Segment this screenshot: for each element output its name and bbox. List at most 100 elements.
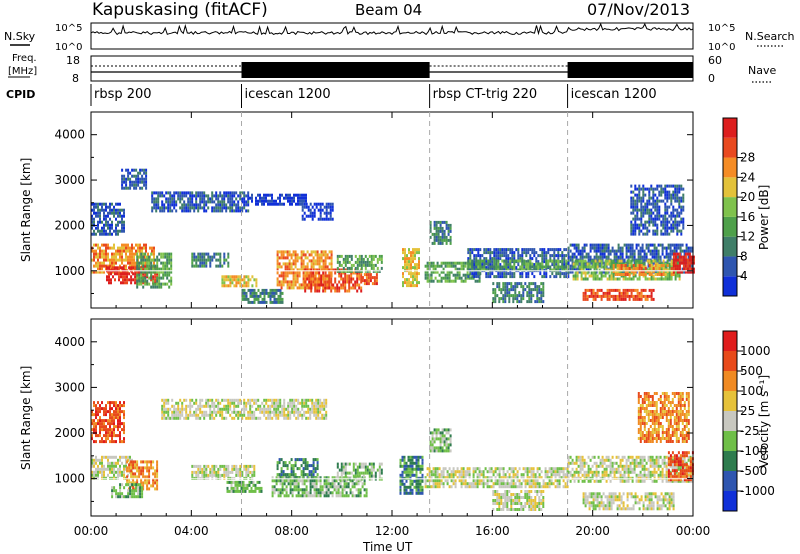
freq-label-line1: Freq. <box>12 53 37 64</box>
scatter-region <box>637 392 690 443</box>
colorbar-swatch <box>723 236 737 257</box>
scatter-region <box>226 480 263 493</box>
x-tick-label: 20:00 <box>575 524 610 538</box>
noise-tick-top-right: 10^5 <box>708 23 735 34</box>
colorbar-frame <box>722 330 738 512</box>
noise-tick-top-left: 10^5 <box>55 23 82 34</box>
nave-tick-bottom: 0 <box>708 72 715 85</box>
colorbar-tick-label: 24 <box>740 170 755 184</box>
velocity-y-label: Slant Range [km] <box>19 366 33 470</box>
colorbar-swatch <box>723 118 737 138</box>
scatter-region <box>191 252 230 268</box>
colorbar-swatch <box>723 351 737 371</box>
scatter-region <box>276 458 319 480</box>
scatter-region <box>612 264 675 276</box>
velocity-colorbar-label: Velocity [m s⁻¹] <box>757 375 771 468</box>
scatter-region <box>630 184 685 236</box>
power-panel: 1000 2000 3000 4000 Slant Range [km] <box>19 111 695 309</box>
freq-tick-top: 18 <box>66 54 80 67</box>
y-tick-label: 4000 <box>54 335 85 349</box>
colorbar-tick-label: -25 <box>740 424 760 438</box>
colorbar-swatch <box>723 451 737 471</box>
scatter-region <box>361 273 378 286</box>
scatter-region <box>582 288 655 301</box>
y-tick-label: 2000 <box>54 426 85 440</box>
colorbar-tick-label: -100 <box>740 444 767 458</box>
nave-tick-top: 60 <box>708 54 722 67</box>
nave-block <box>567 62 693 78</box>
x-tick-label: 16:00 <box>475 524 510 538</box>
colorbar-swatch <box>723 276 737 296</box>
scatter-region <box>492 490 545 511</box>
y-tick-label: 1000 <box>54 264 85 278</box>
colorbar-tick-label: 1000 <box>740 344 771 358</box>
colorbar-tick-label: -1000 <box>740 484 775 498</box>
power-y-label: Slant Range [km] <box>19 158 33 262</box>
scatter-region <box>191 464 256 480</box>
colorbar-frame <box>722 117 738 297</box>
freq-label-line2: [MHz] <box>8 66 37 77</box>
colorbar-swatch <box>723 157 737 178</box>
colorbar-tick-label: 28 <box>740 151 755 165</box>
scatter-region <box>241 288 284 304</box>
freq-panel: Freq. [MHz] 18 8 60 0 Nave <box>8 53 776 85</box>
colorbar-swatch <box>723 197 737 217</box>
power-colorbar-label: Power [dB] <box>757 185 771 250</box>
colorbar-swatch <box>723 411 737 431</box>
power-colorbar: 4 8 12 16 20 24 28 <box>722 117 755 297</box>
colorbar-tick-label: 12 <box>740 230 755 244</box>
colorbar-swatch <box>723 391 737 411</box>
cpid-segment-label: icescan 1200 <box>571 87 657 102</box>
scatter-region <box>91 202 125 236</box>
scatter-region <box>136 252 173 289</box>
cpid-segment-label: rbsp CT-trig 220 <box>433 87 538 102</box>
beam-title: Beam 04 <box>355 1 422 19</box>
velocity-colorbar: 1000 500 100 25 -25 -100 -500 -1000 <box>722 330 775 512</box>
scatter-region <box>429 220 452 245</box>
scatter-region <box>111 483 144 499</box>
cpid-panel: CPID rbsp 200 icescan 1200 rbsp CT-trig 22… <box>6 84 657 108</box>
colorbar-tick-label: 16 <box>740 210 755 224</box>
noise-right-label: N.Search <box>745 30 795 43</box>
noise-tick-bottom-right: 10^0 <box>708 42 735 53</box>
scatter-region <box>304 268 363 293</box>
y-tick-label: 3000 <box>54 380 85 394</box>
scatter-region <box>399 455 424 495</box>
colorbar-tick-label: 500 <box>740 364 763 378</box>
scatter-region <box>402 248 420 288</box>
date-title: 07/Nov/2013 <box>587 0 690 19</box>
x-tick-label: 00:00 <box>74 524 109 538</box>
scatter-region <box>91 401 125 444</box>
scatter-region <box>161 398 328 420</box>
freq-tick-bottom: 8 <box>72 72 79 85</box>
colorbar-swatch <box>723 331 737 351</box>
colorbar-tick-label: 8 <box>740 249 748 263</box>
y-tick-label: 1000 <box>54 472 85 486</box>
colorbar-swatch <box>723 471 737 491</box>
colorbar-tick-label: 4 <box>740 269 748 283</box>
colorbar-swatch <box>723 491 737 511</box>
scatter-region <box>672 252 695 274</box>
x-axis: 00:00 04:00 08:00 12:00 16:00 20:00 00:00 <box>74 112 710 538</box>
colorbar-tick-label: -500 <box>740 464 767 478</box>
scatter-region <box>249 193 307 206</box>
noise-panel: N.Sky 10^5 10^0 10^5 10^0 N.Search <box>4 22 795 53</box>
noise-tick-bottom-left: 10^0 <box>55 42 82 53</box>
colorbar-swatch <box>723 371 737 391</box>
x-tick-label: 08:00 <box>274 524 309 538</box>
colorbar-swatch <box>723 177 737 198</box>
colorbar-tick-label: 20 <box>740 190 755 204</box>
velocity-panel: 1000 2000 3000 4000 Slant Range [km] <box>19 318 694 517</box>
y-tick-label: 2000 <box>54 218 85 232</box>
cpid-label: CPID <box>6 88 35 101</box>
x-axis-label: Time UT <box>362 540 413 554</box>
scatter-region <box>582 492 675 511</box>
nave-block <box>241 62 430 78</box>
scatter-region <box>121 168 148 190</box>
scatter-region <box>424 467 569 489</box>
scatter-region <box>492 282 545 304</box>
cpid-segment-label: icescan 1200 <box>245 87 331 102</box>
scatter-region <box>429 428 452 453</box>
colorbar-swatch <box>723 431 737 451</box>
colorbar-swatch <box>723 216 737 237</box>
